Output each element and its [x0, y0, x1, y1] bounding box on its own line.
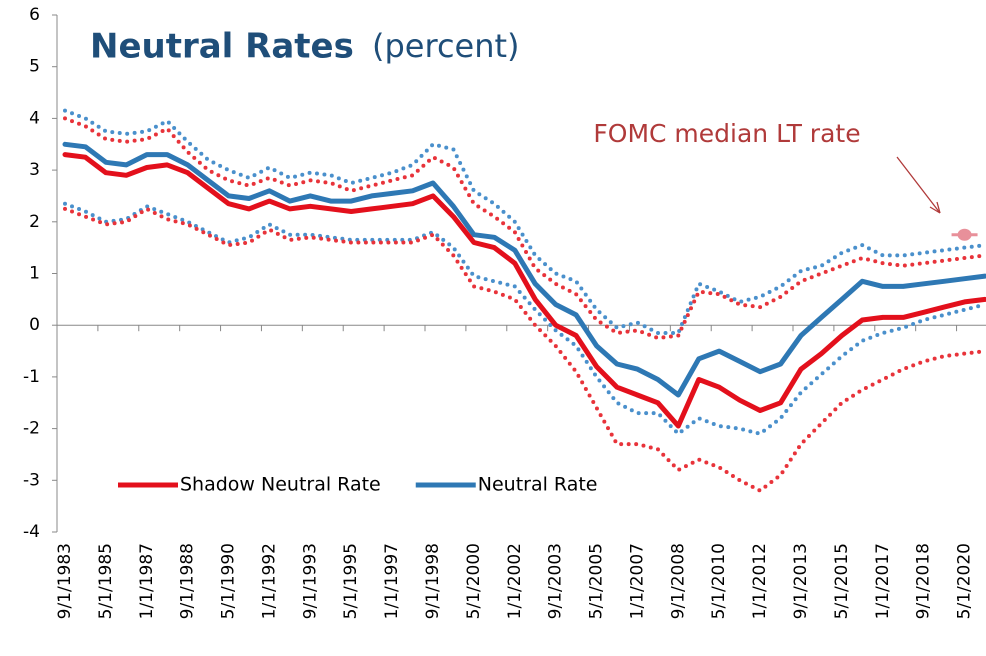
y-tick-label: 6 [29, 5, 40, 25]
x-tick-label: 1/1/1992 [259, 543, 279, 619]
y-tick-label: 2 [29, 212, 40, 232]
x-tick-label: 9/1/1988 [178, 543, 198, 619]
x-tick-label: 5/1/2000 [464, 543, 484, 619]
band-line [63, 116, 986, 341]
x-tick-label: 9/1/2018 [914, 543, 934, 619]
x-tick-label: 5/1/2010 [709, 543, 729, 619]
x-tick-label: 9/1/2008 [668, 543, 688, 619]
fomc-point [957, 228, 972, 241]
y-tick-label: 5 [29, 57, 40, 77]
x-tick-label: 1/1/1987 [137, 543, 157, 619]
x-tick-label: 9/1/1998 [423, 543, 443, 619]
x-tick-label: 5/1/1985 [96, 543, 116, 619]
x-tick-label: 9/1/2013 [791, 543, 811, 619]
series-line [62, 141, 986, 398]
y-tick-label: 3 [29, 160, 40, 180]
legend-label: Neutral Rate [478, 474, 598, 496]
chart-title: Neutral Rates [90, 27, 354, 67]
y-tick-label: -3 [23, 470, 40, 490]
x-tick-label: 1/1/2002 [505, 543, 525, 619]
legend-label: Shadow Neutral Rate [180, 474, 381, 496]
x-tick-label: 9/1/2003 [546, 543, 566, 619]
x-tick-label: 9/1/1983 [55, 543, 75, 619]
y-tick-label: 0 [29, 315, 40, 335]
x-tick-label: 1/1/2007 [627, 543, 647, 619]
x-tick-label: 5/1/2005 [587, 543, 607, 619]
band-line [63, 206, 986, 493]
x-tick-label: 5/1/2015 [832, 543, 852, 619]
annotation-arrow [896, 156, 941, 214]
arrow-head [929, 201, 941, 214]
x-tick-label: 1/1/2017 [873, 543, 893, 619]
x-tick-label: 1/1/2012 [750, 543, 770, 619]
x-tick-label: 9/1/1993 [300, 543, 320, 619]
y-tick-label: -2 [23, 419, 40, 439]
x-tick-label: 1/1/1997 [382, 543, 402, 619]
chart-subtitle: (percent) [372, 27, 520, 65]
band-line [63, 108, 986, 335]
series-line [62, 152, 986, 429]
y-tick-label: 4 [29, 108, 40, 128]
x-tick-label: 5/1/2020 [955, 543, 975, 619]
y-tick-label: 1 [29, 264, 40, 284]
annotation: FOMC median LT rate [593, 119, 860, 148]
y-tick-label: -4 [23, 522, 40, 542]
y-tick-label: -1 [23, 367, 40, 387]
x-tick-label: 5/1/1990 [219, 543, 239, 619]
band-line [63, 201, 986, 436]
x-tick-label: 5/1/1995 [341, 543, 361, 619]
